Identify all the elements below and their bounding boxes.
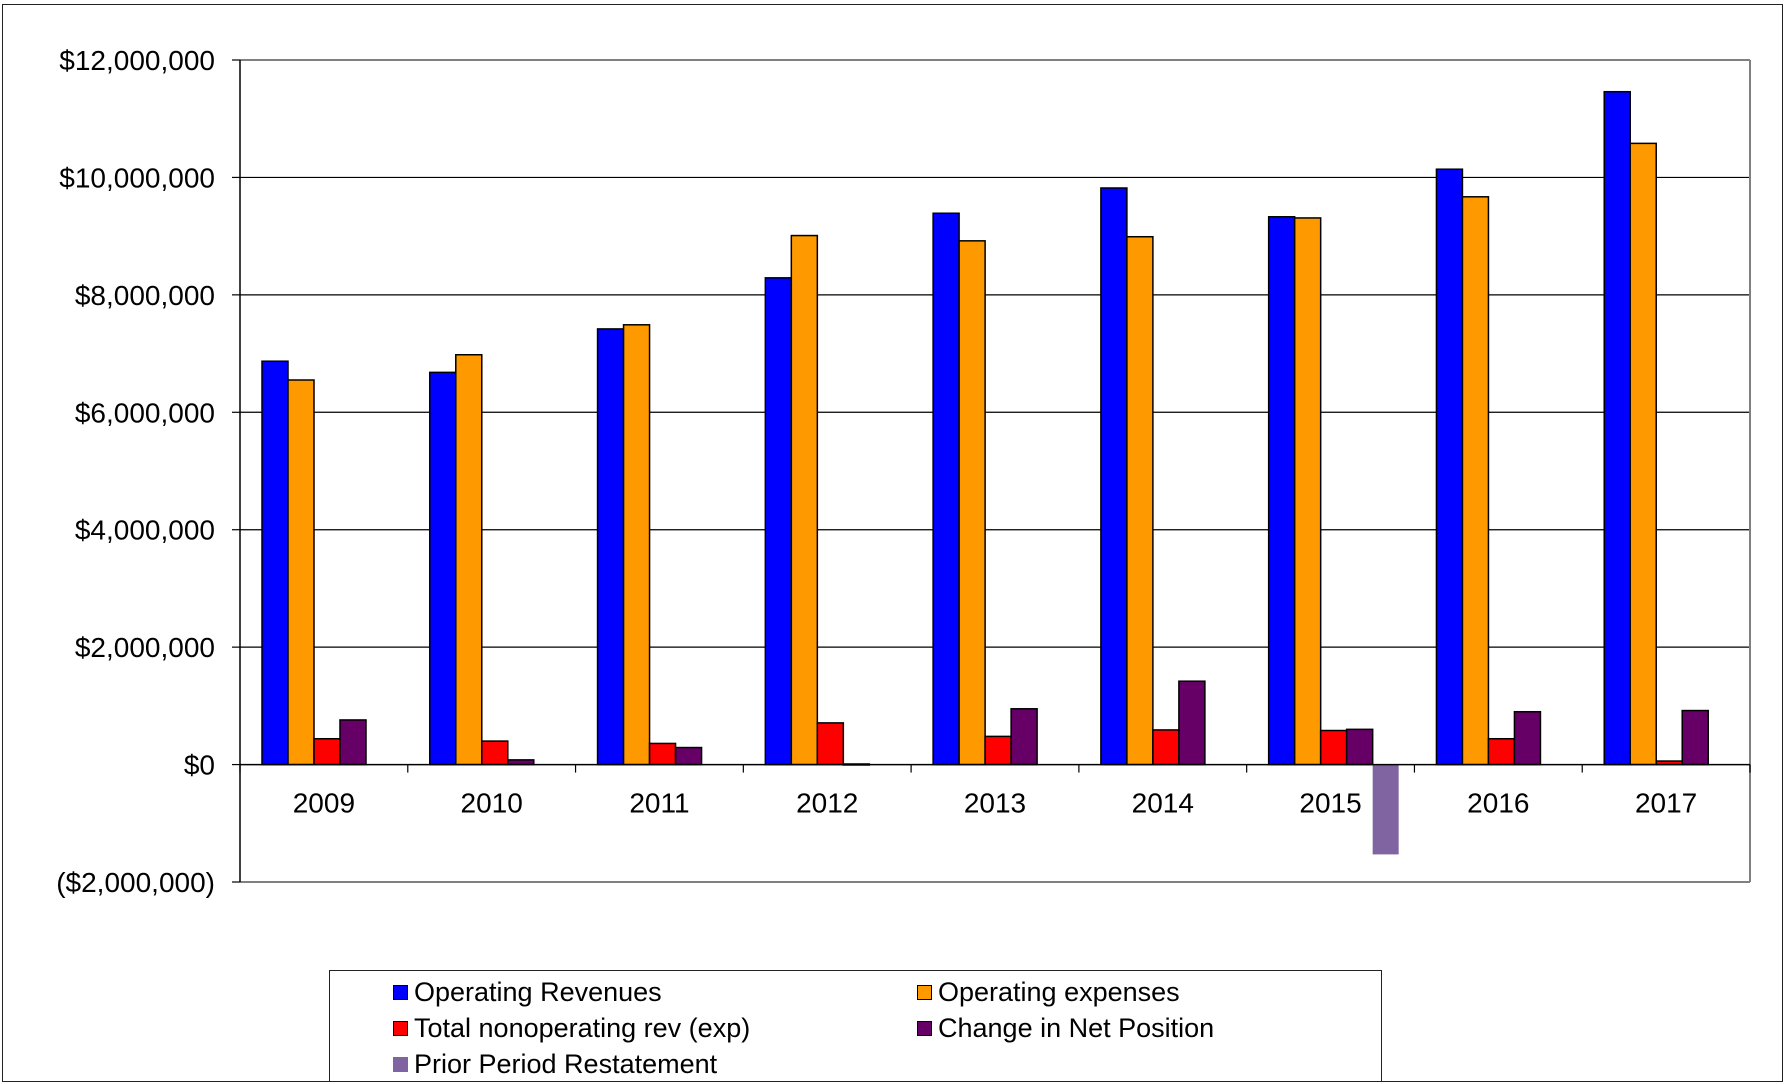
x-tick-label: 2010 — [461, 788, 523, 819]
bar-total-nonoperating-rev-exp-2012 — [816, 722, 845, 766]
legend-item-prior-period-restatement: Prior Period Restatement — [393, 1051, 717, 1078]
legend-swatch — [393, 985, 408, 1000]
y-tick-label: $0 — [184, 750, 215, 781]
bar-total-nonoperating-rev-exp-2014 — [1152, 729, 1180, 766]
legend-item-change-in-net-position: Change in Net Position — [917, 1015, 1214, 1042]
legend-item-operating-revenues: Operating Revenues — [393, 979, 662, 1006]
bar-change-in-net-position-2017 — [1681, 709, 1709, 766]
bar-operating-expenses-2010 — [455, 353, 483, 766]
legend-swatch — [393, 1057, 408, 1072]
bar-operating-expenses-2011 — [622, 324, 651, 766]
y-tick-label: $8,000,000 — [75, 280, 215, 311]
x-tick-label: 2012 — [796, 788, 858, 819]
y-tick-label: $2,000,000 — [75, 632, 215, 663]
y-tick-label: $6,000,000 — [75, 397, 215, 428]
bar-change-in-net-position-2014 — [1178, 680, 1206, 766]
legend-item-total-nonoperating: Total nonoperating rev (exp) — [393, 1015, 750, 1042]
bar-total-nonoperating-rev-exp-2009 — [313, 737, 341, 766]
x-tick-label: 2015 — [1299, 788, 1361, 819]
bar-prior-period-restatement-2015 — [1372, 764, 1399, 855]
x-tick-label: 2009 — [293, 788, 355, 819]
bar-total-nonoperating-rev-exp-2013 — [984, 735, 1012, 766]
bar-total-nonoperating-rev-exp-2011 — [648, 742, 677, 766]
legend-label: Change in Net Position — [938, 1013, 1215, 1043]
bar-operating-expenses-2016 — [1461, 196, 1490, 766]
x-tick-label: 2017 — [1635, 788, 1697, 819]
legend-label: Total nonoperating rev (exp) — [414, 1013, 751, 1043]
y-tick-label: ($2,000,000) — [56, 867, 215, 898]
legend-item-operating-expenses: Operating expenses — [917, 979, 1180, 1006]
legend-label: Prior Period Restatement — [414, 1049, 718, 1079]
bar-change-in-net-position-2011 — [674, 746, 703, 766]
x-tick-label: 2011 — [629, 788, 689, 819]
bar-change-in-net-position-2009 — [339, 719, 367, 766]
bar-operating-revenues-2010 — [429, 371, 457, 766]
bar-operating-revenues-2015 — [1267, 216, 1296, 766]
bar-operating-expenses-2014 — [1126, 235, 1154, 766]
legend-label: Operating expenses — [938, 977, 1180, 1007]
x-tick-label: 2014 — [1132, 788, 1194, 819]
bar-total-nonoperating-rev-exp-2010 — [481, 740, 509, 766]
bar-operating-expenses-2013 — [958, 240, 986, 766]
y-tick-label: $12,000,000 — [59, 45, 215, 76]
bar-total-nonoperating-rev-exp-2016 — [1487, 737, 1516, 766]
bar-operating-expenses-2015 — [1293, 217, 1322, 766]
bar-operating-revenues-2014 — [1100, 187, 1128, 766]
bar-change-in-net-position-2016 — [1513, 710, 1542, 766]
legend-label: Operating Revenues — [414, 977, 662, 1007]
bar-operating-expenses-2012 — [790, 234, 819, 766]
bar-total-nonoperating-rev-exp-2015 — [1319, 729, 1348, 766]
chart-legend: Operating Revenues Operating expenses To… — [329, 970, 1382, 1082]
bar-operating-expenses-2017 — [1629, 142, 1657, 766]
x-tick-label: 2013 — [964, 788, 1026, 819]
bar-operating-revenues-2017 — [1603, 90, 1631, 766]
bar-operating-revenues-2013 — [932, 212, 960, 766]
bar-operating-revenues-2009 — [261, 360, 289, 766]
bar-operating-expenses-2009 — [287, 379, 315, 766]
bar-operating-revenues-2011 — [596, 328, 625, 766]
bar-change-in-net-position-2013 — [1010, 708, 1038, 766]
x-tick-label: 2016 — [1467, 788, 1529, 819]
bar-operating-revenues-2016 — [1435, 168, 1464, 766]
legend-swatch — [393, 1021, 408, 1036]
bar-operating-revenues-2012 — [764, 277, 793, 766]
legend-swatch — [917, 985, 932, 1000]
bar-change-in-net-position-2015 — [1345, 728, 1374, 766]
y-tick-label: $4,000,000 — [75, 515, 215, 546]
y-tick-label: $10,000,000 — [59, 162, 215, 193]
legend-swatch — [917, 1021, 932, 1036]
